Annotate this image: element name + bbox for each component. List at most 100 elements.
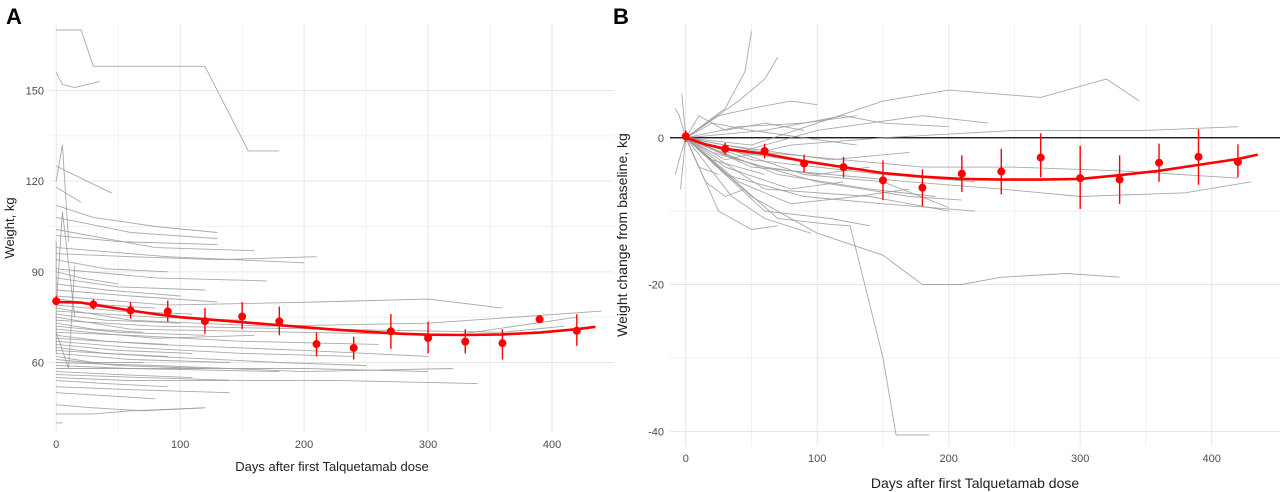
panel-a-individual-line — [56, 259, 168, 273]
panel-a-individual-line — [56, 355, 143, 363]
panel-a-individual-line — [56, 307, 602, 327]
panel-a-individual-line — [56, 325, 205, 336]
panel-a-individual-line — [56, 368, 429, 373]
panel-a-x-tick-label: 100 — [171, 439, 189, 451]
panel-a-x-axis-label: Days after first Talquetamab dose — [235, 459, 428, 474]
panel-b-individual-line — [685, 137, 719, 175]
panel-b-individual-line — [685, 122, 857, 146]
panel-a-individual-line — [56, 377, 230, 382]
panel-a-individual-line — [56, 216, 218, 240]
panel-b-individual-line — [685, 137, 936, 197]
panel-b-letter: B — [613, 4, 629, 29]
panel-a-individual-line — [56, 337, 429, 357]
panel-b-mean-point — [1076, 174, 1085, 183]
panel-b-mean-point — [1155, 158, 1164, 167]
panel-a-x-tick-label: 300 — [419, 439, 437, 451]
panel-a-individual-line — [56, 340, 354, 357]
panel-a-individual-line — [56, 277, 205, 291]
panel-b-x-tick-label: 100 — [808, 453, 826, 465]
panel-a-y-tick-label: 150 — [26, 85, 44, 97]
panel-b-x-tick-label: 300 — [1071, 453, 1089, 465]
panel-a-individual-line — [56, 371, 193, 379]
panel-a-y-tick-label: 90 — [32, 267, 44, 279]
panel-b-individual-line — [685, 78, 1140, 146]
panel-a-individual-line — [56, 380, 168, 388]
panel-a-individual-line — [56, 343, 193, 354]
panel-a-individual-line — [56, 229, 255, 252]
panel-a-mean-point — [461, 337, 470, 346]
panel-a-mean-point — [163, 307, 172, 316]
panel-b-x-tick-label: 400 — [1202, 453, 1220, 465]
panel-a-individual-line — [56, 235, 218, 246]
panel-a-mean-point — [572, 326, 581, 335]
panel-a-mean-point — [312, 340, 321, 349]
panel-b-mean-point — [839, 163, 848, 172]
panel-b-mean-point — [878, 176, 887, 185]
panel-b-x-tick-label: 0 — [683, 453, 689, 465]
panel-a-x-tick-label: 0 — [53, 439, 59, 451]
panel-b-mean-point — [721, 144, 730, 153]
panel-a-individual-line — [56, 165, 113, 194]
panel-b-y-tick-label: -20 — [648, 280, 664, 292]
panel-a-individual-line — [56, 247, 305, 264]
panel-a-individual-line — [56, 352, 230, 363]
panel-a-mean-point — [275, 317, 284, 326]
panel-a-individual-line — [56, 392, 156, 400]
panel-a-mean-point — [238, 312, 247, 321]
panel-a-individual-line — [56, 328, 255, 339]
panel-a-x-tick-label: 400 — [543, 439, 561, 451]
panel-b-individual-line — [680, 137, 687, 190]
panel-b-x-axis-label: Days after first Talquetamab dose — [871, 475, 1080, 491]
panel-b-x-tick-label: 200 — [940, 453, 958, 465]
panel-a-individual-line — [56, 313, 181, 324]
panel-a-individual-line — [56, 374, 478, 385]
panel-b-mean-point — [760, 146, 769, 155]
panel-a-x-tick-label: 200 — [295, 439, 313, 451]
panel-a-mean-point — [52, 297, 61, 306]
panel-b-individual-line — [685, 137, 870, 227]
panel-b-mean-point — [681, 132, 690, 141]
panel-a-mean-point — [200, 317, 209, 326]
panel-b-individual-line — [685, 137, 929, 436]
panel-b-mean-point — [1115, 175, 1124, 184]
panel-a-mean-point — [386, 327, 395, 336]
panel-b-individual-line — [674, 108, 687, 138]
panel-b-y-tick-label: 0 — [658, 133, 664, 145]
panel-b-individual-line — [685, 115, 805, 139]
panel-b-individual-line — [674, 137, 687, 175]
panel-a-individual-line — [56, 316, 577, 336]
panel-a-individual-line — [56, 268, 267, 282]
panel-a-individual-line — [56, 289, 218, 303]
panel-b-mean-point — [1036, 153, 1045, 162]
panel-b-mean-point — [800, 159, 809, 168]
panel-a-mean-point — [424, 334, 433, 343]
panel-a-individual-line — [56, 331, 379, 345]
panel-b-individual-line — [685, 137, 844, 190]
panel-b-y-axis-label: Weight change from baseline, kg — [614, 133, 630, 337]
panel-b-individual-line — [685, 137, 910, 161]
panel-b-y-tick-label: -40 — [648, 426, 664, 438]
panel-a-individual-line — [56, 283, 181, 297]
panel-a-mean-point — [498, 339, 507, 348]
panel-b-individual-line — [685, 115, 857, 139]
panel-a-trend-line — [56, 300, 596, 337]
panel-a-individual-line — [56, 349, 367, 366]
panel-b-mean-point — [1233, 157, 1242, 166]
panel-b-individual-line — [685, 137, 765, 175]
panel-a-mean-point — [89, 300, 98, 309]
panel-b-individual-line — [685, 137, 1120, 285]
panel-b-individual-line — [685, 115, 949, 139]
panel-b-trend-line — [685, 136, 1258, 181]
panel-a-individual-line — [56, 407, 205, 415]
chart-a: 0 100 200 300 400 60 90 120 150 Days after first … — [2, 24, 614, 474]
panel-b-individual-line — [685, 137, 811, 234]
panel-b-individual-line — [685, 137, 1252, 197]
panel-a-mean-point — [349, 343, 358, 352]
panel-b-individual-line — [685, 137, 962, 201]
panel-b-individual-line — [685, 137, 870, 175]
panel-a-individual-line — [56, 29, 280, 152]
panel-b-mean-point — [957, 169, 966, 178]
panel-b-individual-line — [685, 126, 1238, 161]
panel-a-individual-line — [56, 386, 230, 394]
